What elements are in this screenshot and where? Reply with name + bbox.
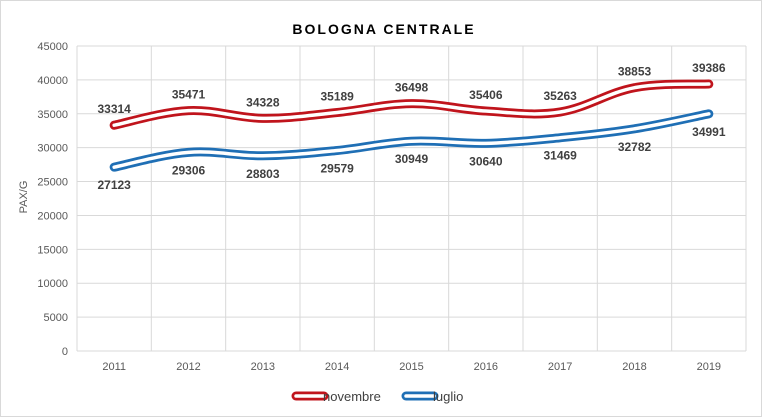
data-label-luglio: 28803 (246, 167, 280, 181)
y-tick-label: 45000 (37, 41, 68, 53)
data-label-novembre: 35263 (543, 89, 577, 103)
y-tick-label: 35000 (37, 109, 68, 121)
data-label-novembre: 36498 (395, 81, 429, 95)
x-tick-label: 2012 (176, 361, 200, 373)
chart-title: BOLOGNA CENTRALE (292, 21, 475, 37)
data-label-luglio: 30640 (469, 154, 503, 168)
series-line-luglio-core (112, 112, 711, 169)
x-tick-label: 2015 (399, 361, 423, 373)
x-tick-label: 2016 (474, 361, 498, 373)
data-label-novembre: 33314 (97, 102, 131, 116)
x-tick-label: 2017 (548, 361, 572, 373)
x-axis-ticks: 2011 2012 2013 2014 2015 2016 2017 2018 2019 (102, 361, 721, 373)
data-label-luglio: 34991 (692, 125, 726, 139)
series-line-novembre-core (112, 82, 711, 127)
data-label-novembre: 38853 (618, 65, 652, 79)
x-tick-label: 2018 (622, 361, 646, 373)
legend-label-luglio: luglio (433, 389, 463, 404)
data-label-novembre: 35406 (469, 88, 503, 102)
data-labels: 33314 35471 34328 35189 36498 35406 35263 38853… (97, 61, 725, 192)
y-tick-label: 15000 (37, 244, 68, 256)
data-label-luglio: 32782 (618, 140, 652, 154)
y-tick-label: 0 (62, 346, 68, 358)
data-label-luglio: 31469 (543, 149, 577, 163)
y-tick-label: 25000 (37, 177, 68, 189)
x-tick-label: 2011 (102, 361, 126, 373)
y-tick-label: 10000 (37, 278, 68, 290)
series-lines (109, 79, 714, 172)
x-tick-label: 2019 (697, 361, 721, 373)
data-label-novembre: 39386 (692, 61, 726, 75)
x-tick-label: 2014 (325, 361, 349, 373)
y-tick-label: 30000 (37, 143, 68, 155)
y-axis-ticks: 0 5000 10000 15000 20000 25000 30000 35000 40000… (37, 41, 68, 358)
x-tick-label: 2013 (251, 361, 275, 373)
y-axis-title: PAX/G (18, 181, 30, 214)
data-label-luglio: 29579 (320, 162, 354, 176)
data-label-luglio: 27123 (97, 178, 131, 192)
grid-lines (76, 45, 747, 352)
data-label-novembre: 34328 (246, 95, 280, 109)
legend-label-novembre: novembre (323, 389, 381, 404)
y-tick-label: 5000 (44, 312, 68, 324)
y-tick-label: 40000 (37, 75, 68, 87)
legend: novembre luglio (291, 389, 463, 404)
data-label-luglio: 30949 (395, 152, 429, 166)
data-label-novembre: 35189 (320, 89, 354, 103)
data-label-luglio: 29306 (172, 163, 206, 177)
data-label-novembre: 35471 (172, 88, 206, 102)
y-tick-label: 20000 (37, 210, 68, 222)
